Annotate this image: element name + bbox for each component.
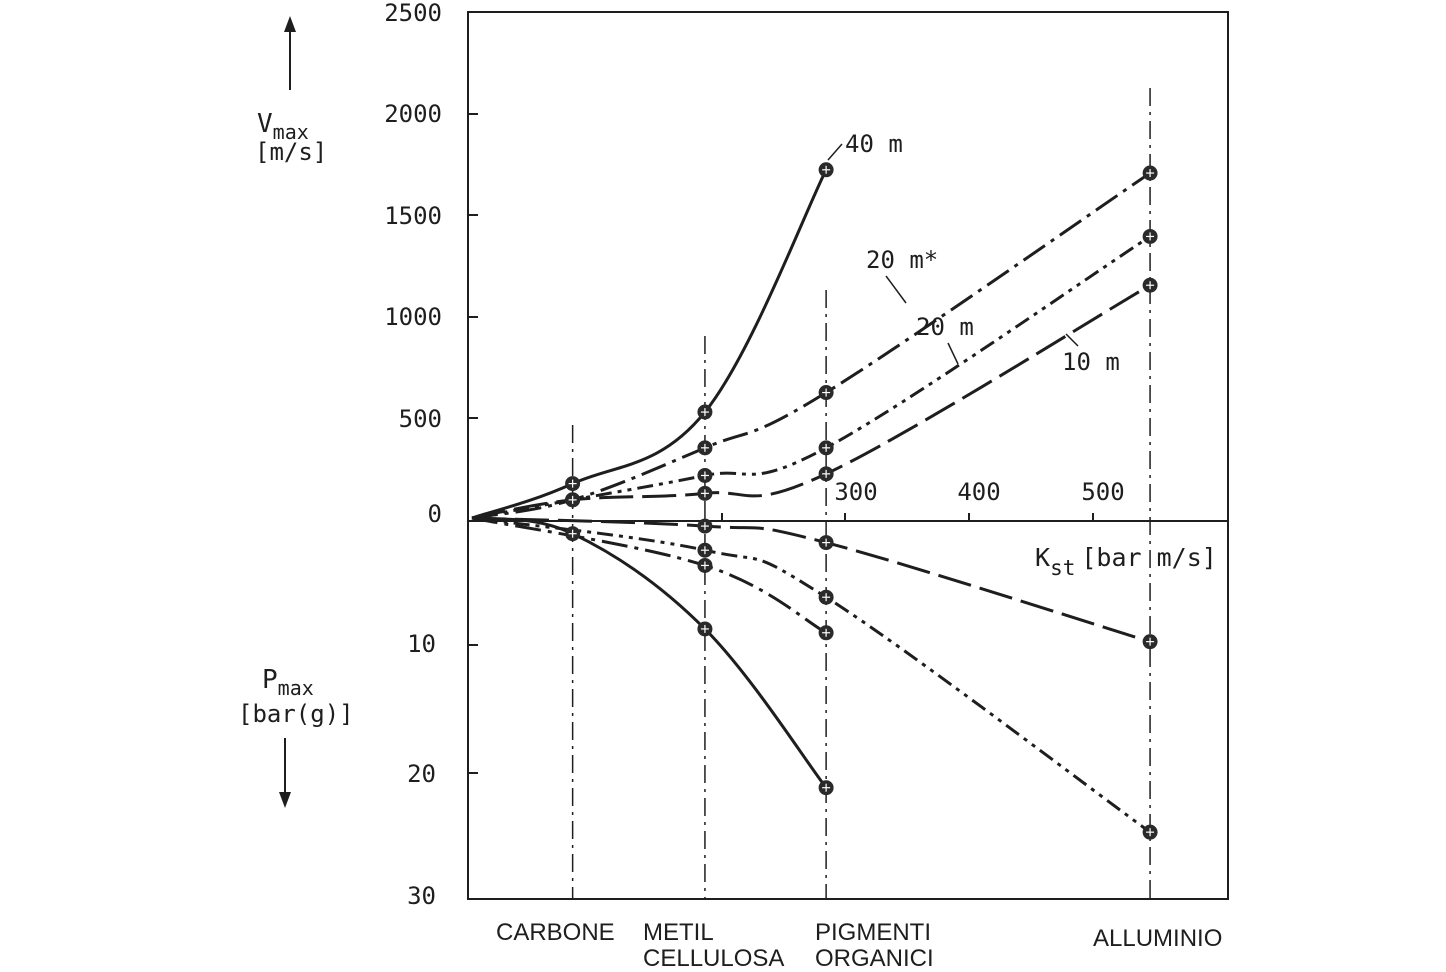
ytick-label-1000: 1000 [384,303,442,331]
ytick-label-2000: 2000 [384,100,442,128]
vmax-data-point [818,162,834,178]
lower-axis-ticks: 10 20 30 [407,630,436,910]
vmax-data-point [565,492,581,508]
vmax-data-point [697,440,713,456]
pmax-axis-label: Pmax [bar(g)] [238,665,354,808]
series-label-20m: 20 m [916,313,974,341]
pmax-data-point [697,518,713,534]
pmax-data-point [818,625,834,641]
svg-text:Vmax: Vmax [257,109,309,144]
vmax-series-line-1 [471,171,1151,520]
ytick-label-p30: 30 [407,882,436,910]
pmax-data-point [1142,824,1158,840]
ytick-label-p10: 10 [407,630,436,658]
vmax-data-point [697,404,713,420]
series-label-40m: 40 m [845,130,903,158]
category-label-pigmenti: PIGMENTI [815,919,931,946]
vmax-data-point [697,467,713,483]
category-label-alluminio: ALLUMINIO [1093,925,1222,952]
lower-axis-tickmarks [468,644,478,774]
pmax-data-point [818,535,834,551]
plot-frame [467,11,1229,900]
x-axis-ticks: 300 400 500 [834,478,1124,506]
category-labels: CARBONE METIL CELLULOSA PIGMENTI ORGANIC… [496,919,1222,972]
vmax-data-point [1142,277,1158,293]
vmax-axis-label: Vmax [m/s] [255,16,327,166]
vmax-series-line-3 [471,283,1151,520]
pmax-series-line-0 [471,516,828,789]
category-label-organici: ORGANICI [815,945,934,972]
series-curves [471,169,1151,834]
series-label-20m-star: 20 m* [866,246,938,274]
ytick-label-1500: 1500 [384,202,442,230]
vmax-data-point [818,466,834,482]
svg-text:[bar(g)]: [bar(g)] [238,700,354,728]
x-axis-tickmarks [721,513,1094,521]
vmax-data-point [565,476,581,492]
upper-axis-tickmarks [468,113,478,419]
ytick-label-p20: 20 [407,760,436,788]
svg-text:[m/s]: [m/s] [255,138,327,166]
pmax-series-line-3 [471,516,1151,644]
ytick-label-2500: 2500 [384,0,442,27]
vmax-data-point [818,440,834,456]
category-label-cellulosa: CELLULOSA [643,945,784,972]
pmax-data-point [697,542,713,558]
xtick-label-500: 500 [1081,478,1124,506]
pmax-data-point [697,621,713,637]
ytick-label-0: 0 [428,500,442,528]
vmax-data-point [1142,165,1158,181]
vmax-data-point [818,385,834,401]
pmax-series-line-1 [471,516,827,635]
pmax-series-line-2 [471,516,1151,834]
pmax-data-point [818,589,834,605]
pmax-data-point [565,526,581,542]
category-label-carbone: CARBONE [496,919,615,946]
xtick-label-300: 300 [834,478,877,506]
series-markers [565,162,1158,840]
vmax-data-point [697,485,713,501]
pmax-data-point [818,780,834,796]
ytick-label-500: 500 [399,405,442,433]
pmax-data-point [1142,634,1158,650]
pmax-data-point [697,557,713,573]
vmax-series-line-0 [471,169,828,520]
vmax-series-line-2 [471,235,1151,520]
upper-axis-ticks: 2500 2000 1500 1000 500 0 [384,0,442,528]
vmax-data-point [1142,228,1158,244]
xtick-label-400: 400 [957,478,1000,506]
series-label-10m: 10 m [1062,348,1120,376]
x-axis-label: Kst [bar m/s] [1035,543,1217,580]
category-label-metil: METIL [643,919,714,946]
svg-text:Pmax: Pmax [262,665,314,700]
series-labels: 40 m 20 m* 20 m 10 m [827,130,1120,376]
